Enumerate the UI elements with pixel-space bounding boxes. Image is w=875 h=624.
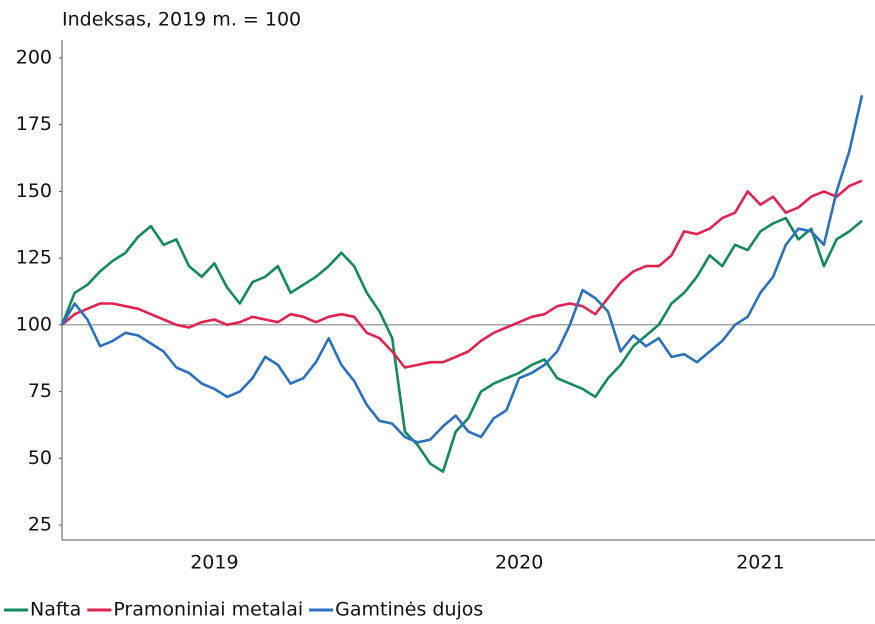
- y-tick-label: 175: [16, 113, 52, 135]
- y-tick-label: 100: [16, 313, 52, 335]
- series-line: [61, 179, 863, 369]
- legend-label: Pramoniniai metalai: [113, 599, 303, 621]
- x-tick-label: 2020: [495, 552, 543, 574]
- y-tick-label: 200: [16, 46, 52, 68]
- y-tick-label: 125: [16, 247, 52, 269]
- y-tick-label: 150: [16, 180, 52, 202]
- chart-title: Indeksas, 2019 m. = 100: [62, 9, 301, 31]
- series-line: [60, 216, 863, 473]
- legend-label: Nafta: [30, 599, 81, 621]
- y-tick-label: 50: [28, 447, 52, 469]
- legend-label: Gamtinės dujos: [335, 599, 483, 621]
- y-tick-label: 75: [28, 380, 52, 402]
- series-line: [60, 95, 864, 444]
- y-tick-label: 25: [28, 514, 52, 536]
- x-tick-label: 2019: [190, 552, 238, 574]
- x-tick-label: 2021: [736, 552, 784, 574]
